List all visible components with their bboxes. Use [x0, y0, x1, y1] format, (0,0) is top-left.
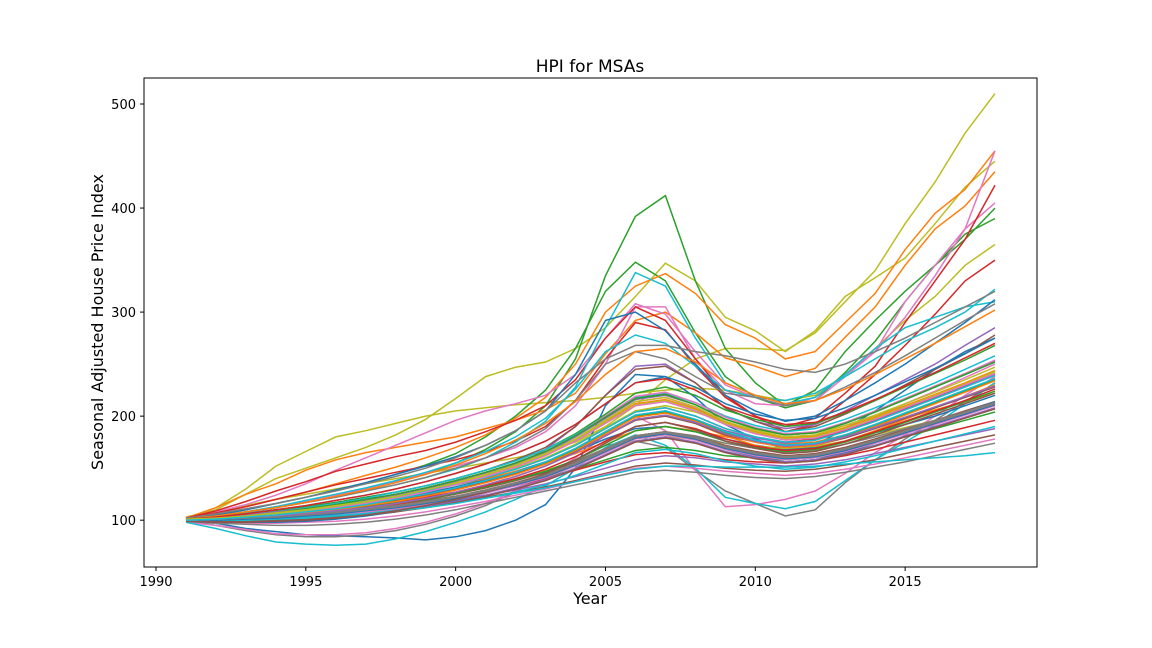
- series-line-32: [186, 451, 996, 521]
- series-line-35: [185, 344, 996, 520]
- x-tick-label: 2005: [589, 575, 622, 590]
- chart-title: HPI for MSAs: [536, 57, 645, 77]
- plot-series-group: [185, 93, 996, 546]
- series-line-61: [185, 370, 996, 521]
- x-tick-label: 1990: [139, 575, 172, 590]
- x-tick-label: 2010: [739, 575, 772, 590]
- series-line-71: [185, 366, 996, 520]
- x-tick-label: 2000: [439, 575, 472, 590]
- series-line-30: [185, 442, 996, 527]
- y-tick-label: 200: [111, 410, 136, 425]
- series-line-67: [185, 385, 996, 521]
- x-axis-ticks: 1990 1995 2000 2005 2010 2015: [139, 567, 922, 590]
- series-line-8: [185, 202, 996, 520]
- y-axis-label: Seasonal Adjusted House Price Index: [88, 174, 107, 470]
- plot-frame: [143, 77, 1038, 568]
- series-line-19: [185, 290, 996, 519]
- series-line-13: [185, 288, 996, 521]
- series-line-10: [185, 259, 996, 519]
- y-tick-label: 300: [111, 306, 136, 321]
- x-tick-label: 2015: [889, 575, 922, 590]
- y-tick-label: 400: [111, 202, 136, 217]
- series-line-48: [186, 408, 996, 522]
- series-line-3: [185, 93, 996, 519]
- series-line-65: [185, 361, 996, 521]
- series-line-15: [185, 299, 996, 520]
- series-line-63: [186, 403, 996, 521]
- y-axis-ticks: 100 200 300 400 500: [111, 98, 144, 529]
- series-line-34: [185, 309, 996, 520]
- x-tick-label: 1995: [289, 575, 322, 590]
- series-line-70: [185, 402, 996, 521]
- series-line-68: [185, 392, 996, 524]
- x-axis-label: Year: [572, 589, 607, 608]
- y-tick-label: 100: [111, 514, 136, 529]
- series-line-52: [186, 425, 996, 521]
- series-line-66: [185, 342, 996, 520]
- series-line-72: [185, 377, 996, 521]
- y-tick-label: 500: [111, 98, 136, 113]
- series-line-7: [185, 171, 996, 519]
